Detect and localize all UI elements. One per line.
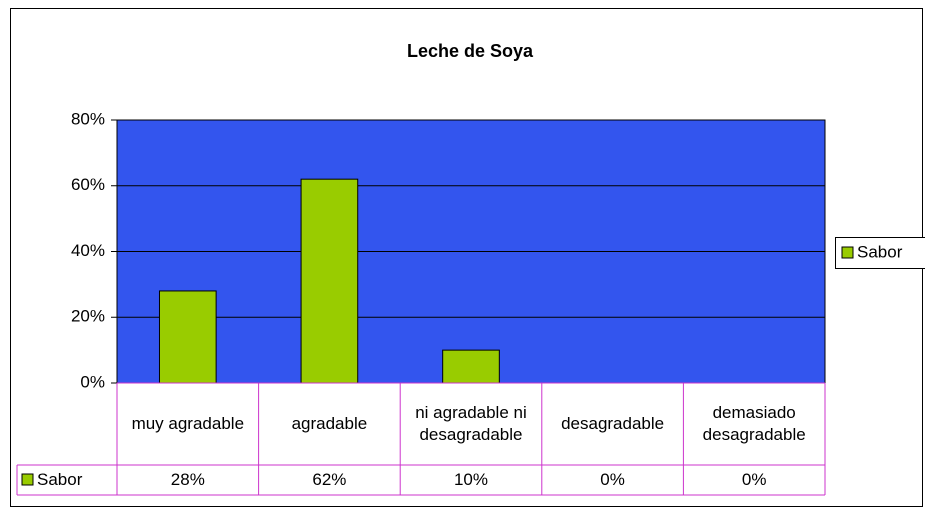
category-label: demasiado desagradable (702, 403, 806, 444)
table-value: 10% (453, 470, 488, 489)
category-label: agradable (291, 414, 368, 433)
table-value: 0% (741, 470, 767, 489)
y-tick-label: 60% (71, 175, 105, 194)
category-label: muy agradable (131, 414, 245, 433)
table-value: 62% (312, 470, 347, 489)
bar (158, 290, 217, 384)
category-label: desagradable (561, 414, 665, 433)
table-series-name: Sabor (37, 470, 83, 489)
bar (442, 349, 500, 384)
category-label: ni agradable ni desagradable (415, 403, 527, 444)
bar (300, 178, 359, 384)
legend-key (841, 246, 854, 259)
table-value: 28% (170, 470, 205, 489)
y-tick-label: 20% (71, 307, 105, 326)
y-tick-label: 40% (71, 241, 105, 260)
chart-title: Leche de Soya (407, 41, 534, 61)
table-value: 0% (600, 470, 625, 489)
legend-label: Sabor (857, 242, 903, 261)
y-tick-label: 80% (71, 109, 105, 128)
table-legend-key (21, 473, 34, 486)
y-tick-label: 0% (80, 372, 105, 391)
